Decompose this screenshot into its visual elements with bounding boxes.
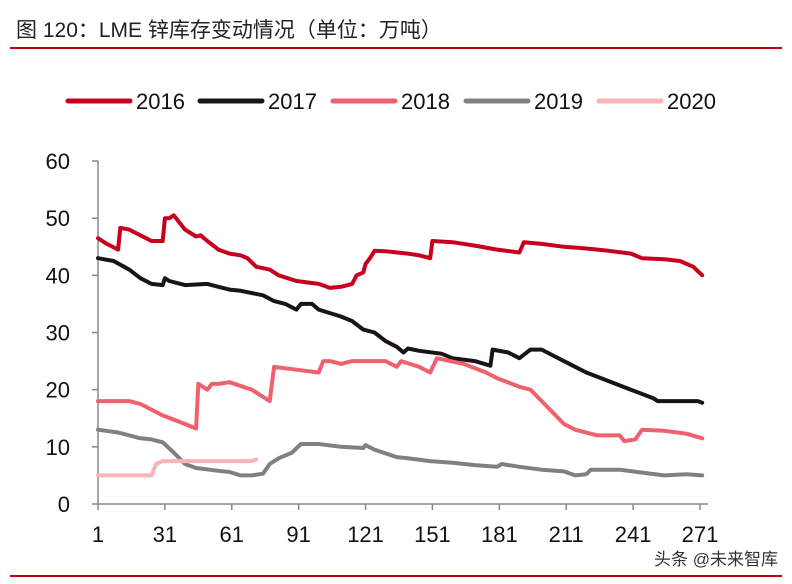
title-divider bbox=[10, 47, 782, 49]
y-tick-label: 10 bbox=[46, 435, 70, 460]
y-tick-label: 60 bbox=[46, 149, 70, 174]
x-tick-label: 241 bbox=[615, 522, 652, 547]
series-line-2020 bbox=[96, 457, 259, 478]
legend-label-2018: 2018 bbox=[401, 89, 450, 114]
series-line-2019 bbox=[96, 427, 705, 478]
x-tick-label: 181 bbox=[481, 522, 518, 547]
x-tick-label: 31 bbox=[153, 522, 177, 547]
x-tick-label: 211 bbox=[549, 522, 584, 547]
series-line-2018 bbox=[96, 356, 705, 444]
y-tick-label: 30 bbox=[46, 321, 70, 346]
x-tick-label: 121 bbox=[347, 522, 384, 547]
x-tick-label: 91 bbox=[286, 522, 310, 547]
y-tick-label: 0 bbox=[58, 492, 70, 517]
x-tick-label: 271 bbox=[682, 522, 719, 547]
legend-label-2020: 2020 bbox=[667, 89, 716, 114]
watermark: 头条 @未来智库 bbox=[654, 550, 778, 569]
chart-title: 图 120：LME 锌库存变动情况（单位：万吨） bbox=[16, 19, 442, 42]
legend-label-2019: 2019 bbox=[534, 89, 583, 114]
series-line-2016 bbox=[96, 213, 705, 290]
footer-divider bbox=[10, 575, 782, 577]
legend-label-2017: 2017 bbox=[268, 89, 317, 114]
series-line-2017 bbox=[96, 256, 705, 405]
y-tick-label: 50 bbox=[46, 206, 70, 231]
x-tick-label: 151 bbox=[414, 522, 451, 547]
x-tick-label: 61 bbox=[220, 522, 244, 547]
legend-label-2016: 2016 bbox=[136, 89, 185, 114]
x-tick-label: 1 bbox=[92, 522, 104, 547]
y-tick-label: 20 bbox=[46, 378, 70, 403]
y-tick-label: 40 bbox=[46, 263, 70, 288]
